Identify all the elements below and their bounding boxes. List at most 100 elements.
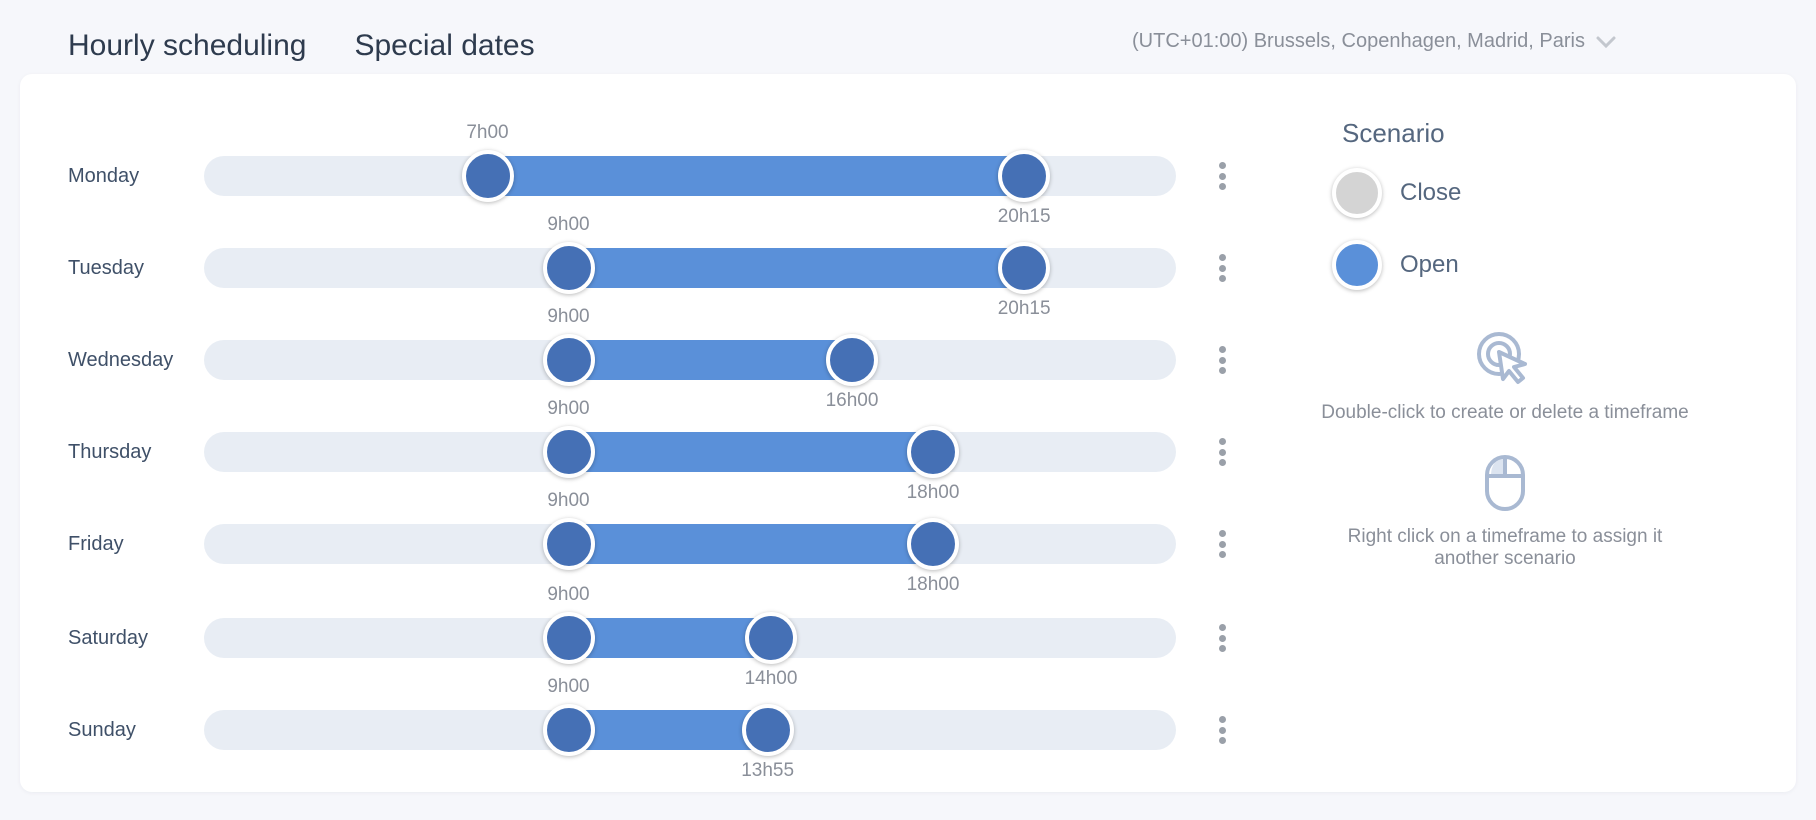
menu-dot [1218,624,1226,631]
open-timeframe[interactable] [568,618,771,658]
start-time-handle[interactable] [542,334,595,386]
end-time-handle[interactable] [907,426,959,478]
day-row-friday: Friday 9h00 18h00 [20,490,1260,595]
start-time-label: 9h00 [547,306,590,327]
row-menu-icon[interactable] [1210,344,1234,376]
day-label: Friday [68,533,124,555]
menu-dot [1218,438,1226,445]
day-label: Tuesday [68,257,144,279]
menu-dot [1218,448,1226,456]
start-time-label: 9h00 [547,398,590,419]
menu-dot [1218,183,1226,190]
scenario-open[interactable]: Open [1332,240,1459,290]
timeline-track[interactable]: 7h00 20h15 [204,122,1176,227]
day-row-thursday: Thursday 9h00 18h00 [20,398,1260,503]
menu-dot [1218,530,1226,537]
menu-dot [1218,634,1226,642]
day-row-monday: Monday 7h00 20h15 [20,122,1260,227]
scenario-close-label: Close [1400,179,1462,206]
end-time-label: 20h15 [997,298,1051,319]
timezone-select[interactable]: (UTC+01:00) Brussels, Copenhagen, Madrid… [1132,30,1617,53]
schedule-card: Monday 7h00 20h15 Tuesday 9h00 20h15 Wednesday… [20,74,1796,792]
row-menu-icon[interactable] [1210,714,1234,746]
end-time-handle[interactable] [998,242,1051,294]
day-label: Wednesday [68,349,174,371]
scenario-close[interactable]: Close [1332,168,1461,218]
end-time-label: 16h00 [825,390,879,411]
open-timeframe[interactable] [568,710,768,750]
open-timeframe[interactable] [568,524,933,564]
menu-dot [1218,275,1226,282]
end-time-label: 18h00 [906,574,960,595]
end-time-label: 18h00 [906,482,960,503]
start-time-label: 9h00 [547,584,590,605]
end-time-handle[interactable] [998,150,1051,202]
menu-dot [1218,367,1226,374]
timeline-track[interactable]: 9h00 18h00 [204,490,1176,595]
day-label: Monday [68,165,140,187]
chevron-down-icon [1596,36,1616,48]
scenario-title: Scenario [1342,118,1445,148]
day-label: Thursday [68,441,152,463]
tab-bar: Hourly scheduling Special dates [68,28,535,78]
start-time-handle[interactable] [542,426,595,478]
day-label: Saturday [68,627,149,649]
timezone-label: (UTC+01:00) Brussels, Copenhagen, Madrid… [1132,30,1585,52]
scenario-open-label: Open [1400,251,1459,278]
row-menu-icon[interactable] [1210,252,1234,284]
row-menu-icon[interactable] [1210,436,1234,468]
start-time-handle[interactable] [461,150,514,202]
menu-dot [1218,254,1226,261]
menu-dot [1218,172,1226,180]
menu-dot [1218,726,1226,734]
end-time-handle[interactable] [745,612,797,664]
double-click-icon [1477,332,1527,384]
start-time-label: 7h00 [466,122,509,143]
end-time-label: 14h00 [744,668,798,689]
tab-hourly-scheduling[interactable]: Hourly scheduling [68,28,306,78]
hint-double-click-icon-wrap [1320,330,1690,390]
menu-dot [1218,540,1226,548]
row-menu-icon[interactable] [1210,622,1234,654]
scenario-close-swatch [1332,168,1382,218]
day-row-tuesday: Tuesday 9h00 20h15 [20,214,1260,319]
day-label: Sunday [68,719,136,741]
hint-mouse-icon-wrap [1320,454,1690,512]
hint-right-click: Right click on a timeframe to assign it … [1347,526,1663,569]
end-time-handle[interactable] [826,334,878,386]
day-row-sunday: Sunday 9h00 13h55 [20,676,1260,781]
timeline-track[interactable]: 9h00 14h00 [204,584,1176,689]
start-time-handle[interactable] [542,518,595,570]
menu-dot [1218,162,1226,169]
timeline-track[interactable]: 9h00 18h00 [204,398,1176,503]
day-row-saturday: Saturday 9h00 14h00 [20,584,1260,689]
start-time-label: 9h00 [547,490,590,511]
menu-dot [1218,716,1226,723]
menu-dot [1218,551,1226,558]
open-timeframe[interactable] [568,432,933,472]
menu-dot [1218,346,1226,353]
menu-dot [1218,459,1226,466]
timeline-track[interactable]: 9h00 20h15 [204,214,1176,319]
menu-dot [1218,264,1226,272]
menu-dot [1218,645,1226,652]
mouse-icon [1485,455,1525,511]
day-row-wednesday: Wednesday 9h00 16h00 [20,306,1260,411]
start-time-handle[interactable] [542,612,595,664]
end-time-handle[interactable] [741,704,794,756]
row-menu-icon[interactable] [1210,528,1234,560]
timeline-track[interactable]: 9h00 13h55 [204,676,1176,781]
start-time-handle[interactable] [542,242,595,294]
open-timeframe[interactable] [568,340,852,380]
tab-special-dates[interactable]: Special dates [354,29,535,62]
start-time-label: 9h00 [547,676,590,697]
start-time-handle[interactable] [542,704,595,756]
open-timeframe[interactable] [568,248,1025,288]
end-time-handle[interactable] [907,518,959,570]
menu-dot [1218,737,1226,744]
row-menu-icon[interactable] [1210,160,1234,192]
end-time-label: 13h55 [741,760,795,781]
timeline-track[interactable]: 9h00 16h00 [204,306,1176,411]
scenario-panel: Scenario Close Open Double-click to crea… [1320,74,1750,674]
open-timeframe[interactable] [487,156,1025,196]
